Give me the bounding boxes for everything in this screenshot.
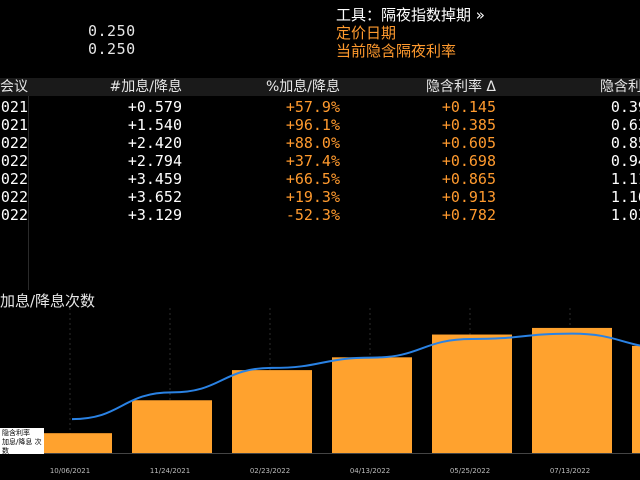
legend-hikes-count: 加息/降息 次数 (2, 438, 42, 454)
cell-implied-rate: 0.635 (610, 116, 640, 134)
bar[interactable] (232, 370, 312, 453)
cell-implied-rate: 0.855 (610, 134, 640, 152)
chart-title: 加息/降息次数 (0, 292, 96, 310)
cell-hikes-count: +3.652 (127, 188, 182, 206)
x-tick-label: 07/13/2022 (550, 467, 590, 475)
col-header-hikes-pct[interactable]: %加息/降息 (265, 79, 340, 95)
cell-rate-delta: +0.605 (441, 134, 496, 152)
table-row[interactable]: 022 +3.459 +66.5% +0.865 1.115 (0, 170, 640, 188)
column-divider (28, 78, 29, 290)
bar[interactable] (532, 327, 612, 453)
bar[interactable] (32, 433, 112, 453)
cell-implied-rate: 1.163 (610, 188, 640, 206)
table-row[interactable]: 022 +3.652 +19.3% +0.913 1.163 (0, 188, 640, 206)
cell-meeting: 021 (0, 98, 28, 116)
table-row[interactable]: 021 +1.540 +96.1% +0.385 0.635 (0, 116, 640, 134)
x-tick-label: 05/25/2022 (450, 467, 490, 475)
cell-meeting: 022 (0, 206, 28, 224)
cell-hikes-count: +3.129 (127, 206, 182, 224)
x-tick-label: 02/23/2022 (250, 467, 290, 475)
implied-rate-line[interactable] (71, 332, 640, 421)
cell-meeting: 021 (0, 116, 28, 134)
pricing-date-label: 定价日期 (336, 24, 397, 42)
current-rate-label: 当前隐含隔夜利率 (336, 42, 457, 60)
cell-meeting: 022 (0, 188, 28, 206)
cell-meeting: 022 (0, 134, 28, 152)
cell-rate-delta: +0.865 (441, 170, 496, 188)
col-header-meeting[interactable]: 会议 (0, 79, 28, 95)
x-tick-label: 04/13/2022 (350, 467, 390, 475)
cell-hikes-count: +2.794 (127, 152, 182, 170)
cell-meeting: 022 (0, 152, 28, 170)
bar[interactable] (332, 357, 412, 453)
col-header-hikes-count[interactable]: #加息/降息 (109, 79, 182, 95)
bar[interactable] (132, 400, 212, 453)
cell-implied-rate: 0.948 (610, 152, 640, 170)
cell-hikes-pct: +88.0% (285, 134, 340, 152)
cell-hikes-pct: +66.5% (285, 170, 340, 188)
cell-hikes-count: +1.540 (127, 116, 182, 134)
cell-rate-delta: +0.385 (441, 116, 496, 134)
cell-implied-rate: 1.115 (610, 170, 640, 188)
cell-hikes-pct: +57.9% (285, 98, 340, 116)
cell-hikes-pct: -52.3% (285, 206, 340, 224)
chart-legend: 隐含利率 加息/降息 次数 (0, 428, 44, 454)
top-value-1: 0.250 (88, 22, 136, 40)
cell-hikes-count: +2.420 (127, 134, 182, 152)
cell-rate-delta: +0.698 (441, 152, 496, 170)
cell-implied-rate: 0.395 (610, 98, 640, 116)
table-row[interactable]: 022 +2.794 +37.4% +0.698 0.948 (0, 152, 640, 170)
cell-implied-rate: 1.032 (610, 206, 640, 224)
cell-hikes-pct: +96.1% (285, 116, 340, 134)
hikes-chart: 10/06/2021 11/24/2021 02/23/2022 04/13/2022… (0, 308, 640, 475)
cell-rate-delta: +0.145 (441, 98, 496, 116)
top-value-2: 0.250 (88, 40, 136, 58)
col-header-implied-rate[interactable]: 隐含利率 (600, 79, 640, 95)
x-tick-label: 10/06/2021 (50, 467, 90, 475)
table-row[interactable]: 022 +3.129 -52.3% +0.782 1.032 (0, 206, 640, 224)
cell-hikes-pct: +19.3% (285, 188, 340, 206)
x-tick-label: 11/24/2021 (150, 467, 190, 475)
bar[interactable] (632, 345, 640, 453)
bar[interactable] (432, 334, 512, 453)
table-header: 会议 #加息/降息 %加息/降息 隐含利率 Δ 隐含利率 (0, 78, 640, 96)
table-row[interactable]: 022 +2.420 +88.0% +0.605 0.855 (0, 134, 640, 152)
cell-rate-delta: +0.782 (441, 206, 496, 224)
cell-hikes-pct: +37.4% (285, 152, 340, 170)
tool-link[interactable]: 工具：隔夜指数掉期 » (336, 6, 485, 24)
cell-rate-delta: +0.913 (441, 188, 496, 206)
cell-hikes-count: +3.459 (127, 170, 182, 188)
cell-meeting: 022 (0, 170, 28, 188)
rate-table: 会议 #加息/降息 %加息/降息 隐含利率 Δ 隐含利率 021 +0.579 +5… (0, 78, 640, 288)
legend-implied-rate: 隐含利率 (2, 429, 30, 437)
cell-hikes-count: +0.579 (127, 98, 182, 116)
col-header-rate-delta[interactable]: 隐含利率 Δ (425, 79, 496, 95)
table-row[interactable]: 021 +0.579 +57.9% +0.145 0.395 (0, 98, 640, 116)
